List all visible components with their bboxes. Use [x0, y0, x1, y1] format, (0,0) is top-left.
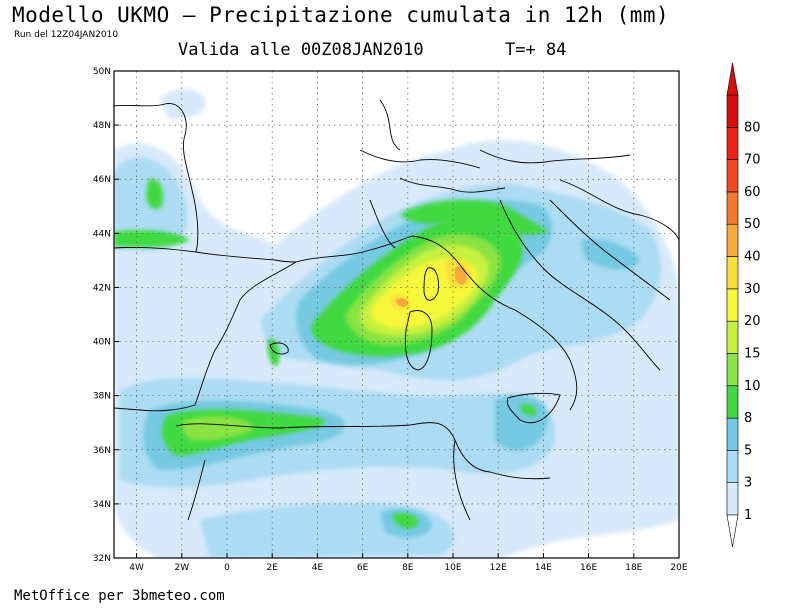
precip-area-40mm: [396, 298, 408, 307]
border-germany: [379, 99, 401, 151]
lat-tick-label: 40N: [93, 338, 111, 348]
border-algeria-morocco: [187, 459, 206, 521]
coastline-france-west: [114, 103, 199, 253]
coastline-corsica: [423, 267, 439, 301]
legend-min-arrow: [726, 514, 739, 548]
coastline-sardinia: [404, 310, 433, 371]
lon-tick-label: 10E: [444, 563, 461, 573]
map-frame: [113, 70, 680, 559]
chart-title: Modello UKMO — Precipitazione cumulata i…: [12, 3, 670, 27]
lat-tick-label: 36N: [93, 446, 111, 456]
legend-swatch: [726, 417, 739, 451]
coastline-sicily: [506, 392, 561, 423]
legend-swatch: [726, 482, 739, 516]
lat-tick-label: 34N: [93, 500, 111, 510]
lat-tick-label: 32N: [93, 554, 111, 564]
coastline-north-africa: [175, 422, 551, 480]
legend-level-label: 15: [744, 346, 761, 361]
legend-swatch: [726, 94, 739, 128]
coastline-iberia-south: [114, 404, 196, 412]
precip-area-8mm: [114, 230, 190, 248]
precipitation-field: [114, 88, 679, 558]
lon-tick-label: 18E: [625, 563, 642, 573]
legend-level-label: 60: [744, 185, 761, 200]
coastline-iberia-east: [194, 261, 297, 406]
legend-level-label: 50: [744, 217, 761, 232]
precip-area-8mm: [400, 199, 548, 235]
border-france-switzerland: [359, 149, 481, 169]
axis-ticks: 4W 2W 0 2E 4E 6E 8E 10E 12E 14E 16E 18E 20E 32N 34N 36N…: [93, 67, 688, 573]
legend-swatch: [726, 191, 739, 225]
legend-swatch: [726, 353, 739, 387]
precip-area-8mm: [520, 404, 537, 416]
lon-tick-label: 16E: [580, 563, 597, 573]
precipitation-legend: 1 3 5 8 10 15 20 30 40 50 60 70 80: [726, 62, 761, 548]
legend-swatch: [726, 450, 739, 483]
legend-level-label: 30: [744, 282, 761, 297]
valid-time-label: Valida alle 00Z08JAN2010: [178, 40, 424, 60]
lat-tick-label: 46N: [93, 175, 111, 185]
legend-level-label: 10: [744, 379, 761, 394]
border-france-italy: [369, 199, 396, 249]
legend-max-arrow: [726, 62, 739, 96]
legend-level-label: 8: [744, 411, 752, 426]
lon-tick-label: 6E: [357, 563, 369, 573]
lon-tick-label: 14E: [535, 563, 552, 573]
legend-level-label: 5: [744, 443, 752, 458]
precip-area-1mm: [160, 88, 206, 120]
lon-tick-label: 2E: [266, 563, 278, 573]
border-switzerland-italy: [399, 177, 506, 193]
lon-tick-label: 8E: [402, 563, 414, 573]
timestep-label: T=+ 84: [505, 40, 567, 60]
lat-tick-label: 38N: [93, 392, 111, 402]
lon-tick-label: 20E: [670, 563, 687, 573]
lat-tick-label: 42N: [93, 283, 111, 293]
legend-level-label: 1: [744, 508, 752, 523]
legend-swatch: [726, 288, 739, 322]
precip-area-8mm: [392, 513, 419, 529]
legend-swatch: [726, 223, 739, 257]
coastline-balearics: [269, 342, 289, 355]
credit-label: MetOffice per 3bmeteo.com: [14, 588, 225, 604]
legend-level-label: 70: [744, 153, 761, 168]
precip-area-40mm: [455, 266, 467, 285]
border-austria: [479, 149, 631, 164]
lat-tick-label: 50N: [93, 67, 111, 77]
precip-area-8mm: [146, 179, 164, 210]
border-balkans: [559, 179, 679, 241]
precip-area-10mm: [182, 416, 255, 441]
run-label: Run del 12Z04JAN2010: [14, 30, 119, 40]
lat-tick-label: 48N: [93, 121, 111, 131]
lon-tick-label: 12E: [490, 563, 507, 573]
legend-level-label: 20: [744, 314, 761, 329]
lat-tick-label: 44N: [93, 229, 111, 239]
precip-area-5mm: [580, 238, 640, 270]
coastline-italy-west: [411, 235, 578, 411]
legend-level-label: 3: [744, 476, 752, 491]
legend-swatch: [726, 385, 739, 419]
border-algeria-tunisia: [453, 439, 471, 521]
coastlines: [114, 99, 679, 521]
lon-tick-label: 4W: [129, 563, 144, 573]
border-spain-france: [195, 251, 297, 263]
legend-level-label: 80: [744, 120, 761, 135]
coastline-italy-east: [499, 199, 661, 371]
legend-swatch: [726, 127, 739, 160]
lon-tick-label: 2W: [174, 563, 189, 573]
lon-tick-label: 0: [224, 563, 230, 573]
coastline-french-riviera: [295, 235, 413, 263]
coastline-iberia-north: [114, 247, 197, 253]
coastline-adriatic-east: [549, 199, 671, 301]
legend-swatch: [726, 320, 739, 354]
legend-swatch: [726, 256, 739, 290]
legend-swatch: [726, 159, 739, 193]
lon-tick-label: 4E: [312, 563, 324, 573]
legend-level-label: 40: [744, 250, 761, 265]
